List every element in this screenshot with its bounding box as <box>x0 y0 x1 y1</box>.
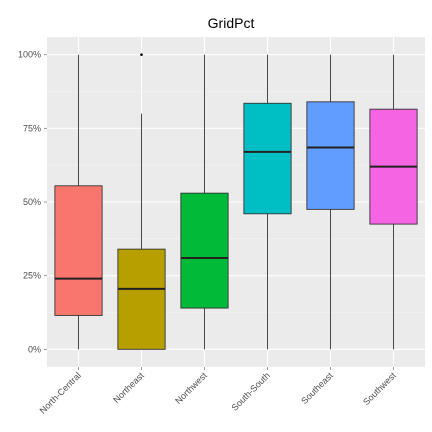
x-tick-label: Northwest <box>173 370 209 406</box>
box-body <box>243 102 292 215</box>
chart-title: GridPct <box>208 15 255 31</box>
box-group <box>117 53 166 350</box>
box-body <box>180 192 229 309</box>
box-body <box>306 101 355 210</box>
y-tick-label: 0% <box>28 344 41 354</box>
x-tick-label: Northeast <box>111 370 146 405</box>
box-group <box>369 54 418 350</box>
x-tick-label: Southwest <box>361 370 398 407</box>
y-tick-label: 75% <box>23 123 41 133</box>
box-body <box>117 248 166 350</box>
box-group <box>243 54 292 350</box>
y-tick-label: 50% <box>23 197 41 207</box>
box-group <box>306 54 355 350</box>
x-tick-label: North-Central <box>38 370 83 415</box>
x-tick-label: Southeast <box>299 370 335 406</box>
outlier-point <box>140 53 143 56</box>
box-group <box>180 54 229 350</box>
x-tick-label: South-South <box>229 370 271 412</box>
box-body <box>54 185 103 316</box>
y-tick-label: 100% <box>18 50 41 60</box>
y-tick-label: 25% <box>23 271 41 281</box>
box-group <box>54 54 103 350</box>
